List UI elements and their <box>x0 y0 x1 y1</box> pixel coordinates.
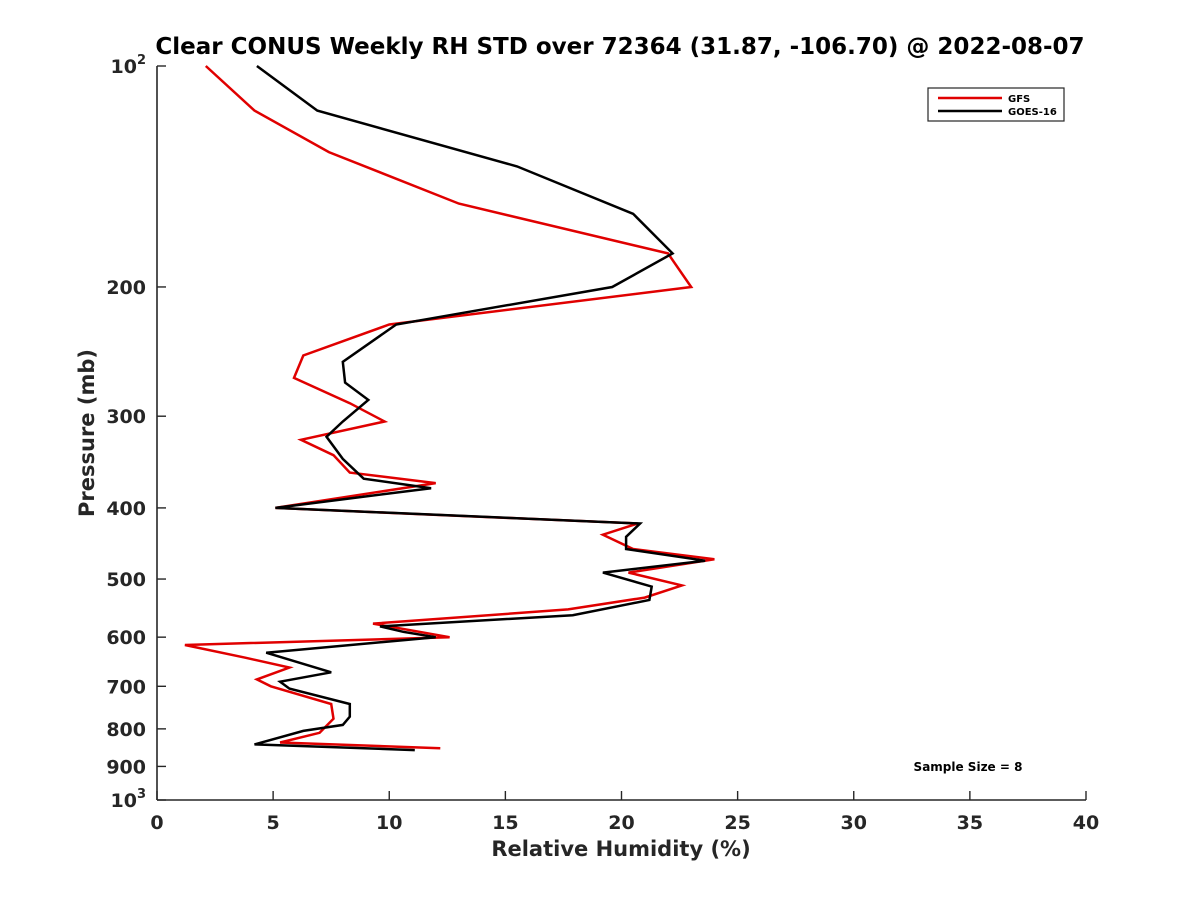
y-tick-label: 500 <box>106 569 146 591</box>
x-tick-label: 10 <box>376 812 402 834</box>
x-tick-label: 25 <box>724 812 750 834</box>
y-tick-exponent: 2 <box>137 53 146 68</box>
y-tick-label: 103 <box>111 787 147 812</box>
y-tick-label: 700 <box>106 676 146 698</box>
series-layer <box>184 64 715 752</box>
series-line-gfs <box>184 65 715 750</box>
y-tick-base: 10 <box>111 56 137 78</box>
x-tick-label: 15 <box>492 812 518 834</box>
x-tick-label: 35 <box>957 812 983 834</box>
chart-title: Clear CONUS Weekly RH STD over 72364 (31… <box>155 34 1084 60</box>
legend: GFS GOES-16 <box>927 87 1065 122</box>
y-axis-label: Pressure (mb) <box>75 349 99 517</box>
x-axis-label: Relative Humidity (%) <box>491 837 750 861</box>
y-tick-base: 10 <box>111 790 137 812</box>
x-tick-label: 40 <box>1073 812 1099 834</box>
y-tick-label: 300 <box>106 406 146 428</box>
legend-label-goes16: GOES-16 <box>1008 107 1057 118</box>
legend-label-gfs: GFS <box>1008 94 1030 105</box>
x-axis-ticks: 0 5 10 15 20 25 30 35 40 <box>150 791 1099 834</box>
y-tick-label: 400 <box>106 498 146 520</box>
y-tick-label: 102 <box>111 53 147 78</box>
x-tick-label: 0 <box>150 812 163 834</box>
x-tick-label: 20 <box>608 812 634 834</box>
series-line-goes16 <box>254 64 706 752</box>
y-tick-label: 600 <box>106 627 146 649</box>
x-tick-label: 5 <box>267 812 280 834</box>
y-tick-label: 800 <box>106 719 146 741</box>
y-tick-label: 200 <box>106 277 146 299</box>
y-tick-exponent: 3 <box>137 787 146 802</box>
x-tick-label: 30 <box>841 812 867 834</box>
legend-box <box>927 87 1065 122</box>
y-tick-label: 900 <box>106 756 146 778</box>
sample-size-annotation: Sample Size = 8 <box>914 760 1023 774</box>
